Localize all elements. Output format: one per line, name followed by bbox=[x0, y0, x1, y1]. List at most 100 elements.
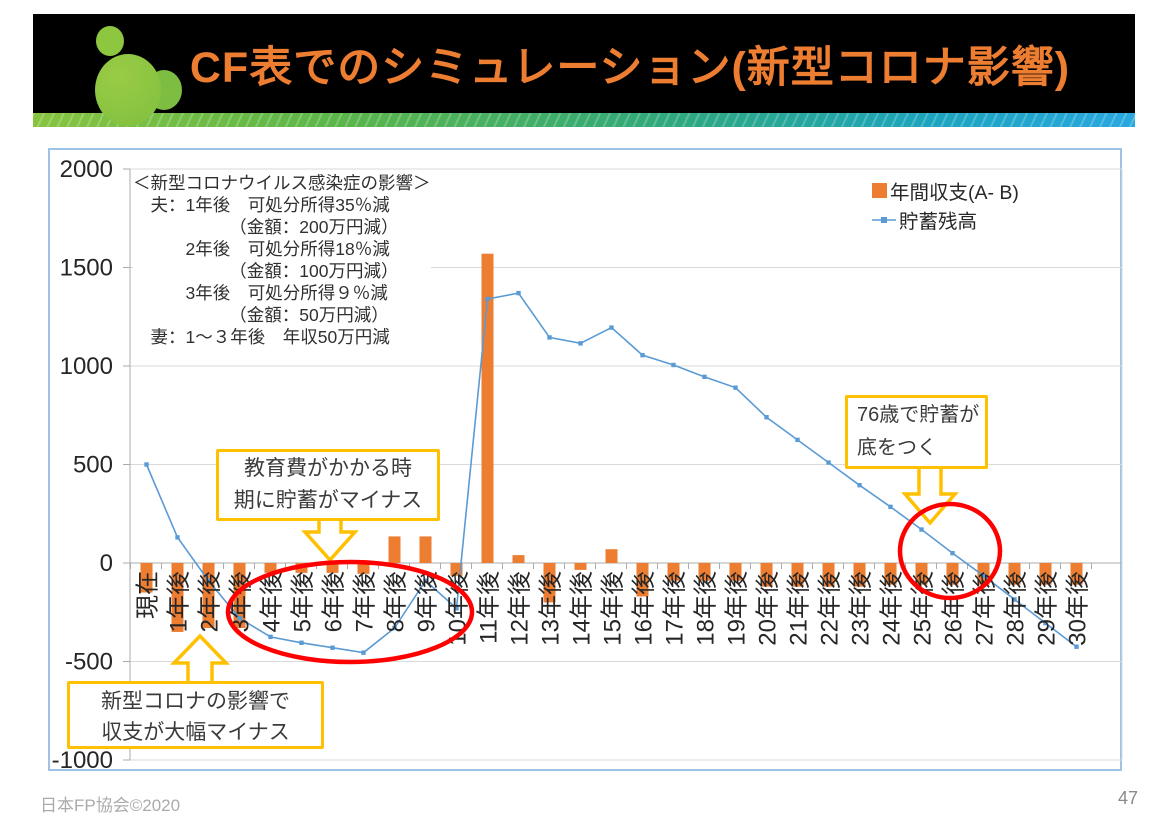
bar-6年後 bbox=[326, 563, 339, 573]
x-tick-label: 14年後 bbox=[569, 571, 596, 646]
bar-16年後 bbox=[636, 563, 649, 597]
x-tick-label: 15年後 bbox=[600, 571, 627, 646]
x-tick-label: 17年後 bbox=[662, 571, 689, 646]
callout-savings-bottom: 76歳で貯蓄が 底をつく bbox=[845, 395, 988, 469]
x-tick-label: 12年後 bbox=[507, 571, 534, 646]
bar-3年後 bbox=[233, 563, 246, 629]
x-tick-label: 5年後 bbox=[290, 571, 317, 632]
x-tick-label: 29年後 bbox=[1034, 571, 1061, 646]
line-marker-15年後 bbox=[609, 325, 614, 330]
bar-12年後 bbox=[512, 555, 525, 563]
line-marker-21年後 bbox=[795, 437, 800, 443]
highlight-circle-bottom-out bbox=[897, 501, 1003, 601]
x-tick-label: 23年後 bbox=[848, 571, 875, 646]
bar-13年後 bbox=[543, 563, 556, 603]
y-tick-label: 0 bbox=[100, 550, 113, 577]
line-marker-24年後 bbox=[888, 504, 893, 510]
x-tick-label: 13年後 bbox=[538, 571, 565, 646]
header-bar: CF表でのシミュレーション(新型コロナ影響) bbox=[33, 14, 1135, 113]
bar-29年後 bbox=[1039, 563, 1052, 585]
line-marker-14年後 bbox=[578, 341, 583, 346]
line-marker-18年後 bbox=[702, 374, 707, 380]
y-tick-label: 1500 bbox=[60, 255, 113, 282]
callout-covid-impact: 新型コロナの影響で 収支が大幅マイナス bbox=[67, 681, 324, 749]
line-marker-22年後 bbox=[826, 460, 831, 465]
x-tick-label: 1年後 bbox=[166, 571, 193, 632]
line-marker-3年後 bbox=[237, 615, 242, 621]
bar-26年後 bbox=[946, 563, 959, 585]
footer-organization: 日本FP協会©2020 bbox=[40, 796, 181, 815]
line-series-marker-icon bbox=[872, 216, 896, 223]
bar-14年後 bbox=[574, 563, 587, 570]
line-marker-28年後 bbox=[1012, 597, 1017, 602]
x-tick-label: 30年後 bbox=[1065, 571, 1092, 646]
line-marker-16年後 bbox=[640, 352, 645, 358]
line-marker-27年後 bbox=[981, 573, 986, 579]
line-marker-4年後 bbox=[268, 634, 273, 640]
highlight-ellipse-negative-savings bbox=[225, 559, 475, 665]
line-marker-7年後 bbox=[361, 650, 366, 655]
bar-24年後 bbox=[884, 563, 897, 585]
x-tick-label: 9年後 bbox=[414, 571, 441, 632]
logo-circle-icon bbox=[95, 54, 161, 126]
line-marker-25年後 bbox=[919, 527, 924, 532]
line-marker-11年後 bbox=[485, 296, 490, 302]
line-marker-5年後 bbox=[299, 640, 304, 645]
y-tick-label: 500 bbox=[73, 452, 113, 479]
bar-2年後 bbox=[202, 563, 215, 629]
bar-22年後 bbox=[822, 563, 835, 587]
bar-25年後 bbox=[915, 563, 928, 585]
x-tick-label: 20年後 bbox=[755, 571, 782, 646]
line-marker-2年後 bbox=[206, 578, 211, 583]
x-tick-label: 7年後 bbox=[352, 571, 379, 632]
legend-bar-label: 年間収支(A- B) bbox=[890, 182, 1019, 204]
line-marker-26年後 bbox=[950, 550, 955, 556]
bar-8年後 bbox=[388, 536, 401, 563]
x-tick-label: 16年後 bbox=[631, 571, 658, 646]
page-number: 47 bbox=[1118, 788, 1139, 808]
bar-4年後 bbox=[264, 563, 277, 573]
x-tick-label: 現在 bbox=[135, 571, 162, 619]
bar-1年後 bbox=[171, 563, 184, 632]
slide-title: CF表でのシミュレーション(新型コロナ影響) bbox=[189, 43, 1071, 92]
bar-series-swatch-icon bbox=[872, 183, 887, 198]
line-marker-29年後 bbox=[1043, 620, 1048, 626]
x-tick-label: 11年後 bbox=[476, 571, 503, 644]
bar-23年後 bbox=[853, 563, 866, 587]
bar-現在 bbox=[140, 563, 153, 593]
y-tick-label: -1000 bbox=[52, 747, 113, 774]
bar-19年後 bbox=[729, 563, 742, 581]
line-marker-6年後 bbox=[330, 645, 335, 650]
line-marker-30年後 bbox=[1074, 644, 1079, 649]
line-marker-1年後 bbox=[175, 535, 180, 540]
bar-15年後 bbox=[605, 549, 618, 563]
bar-7年後 bbox=[357, 563, 370, 574]
chart-legend: 年間収支(A- B) 貯蓄残高 bbox=[872, 176, 1019, 234]
legend-item-bar: 年間収支(A- B) bbox=[872, 176, 1019, 205]
line-marker-20年後 bbox=[764, 415, 769, 420]
logo-circle-icon bbox=[96, 26, 124, 56]
y-tick-label: 1000 bbox=[60, 353, 113, 380]
x-tick-label: 2年後 bbox=[197, 571, 224, 632]
bar-20年後 bbox=[760, 563, 773, 587]
line-marker-23年後 bbox=[857, 482, 862, 488]
x-tick-label: 8年後 bbox=[383, 571, 410, 632]
bar-21年後 bbox=[791, 563, 804, 587]
line-marker-9年後 bbox=[423, 578, 428, 583]
fp-association-logo-icon bbox=[40, 10, 182, 130]
legend-line-label: 貯蓄残高 bbox=[899, 211, 978, 233]
x-tick-label: 28年後 bbox=[1003, 571, 1030, 646]
bar-17年後 bbox=[667, 563, 680, 581]
x-tick-label: 6年後 bbox=[321, 571, 348, 632]
y-tick-label: 2000 bbox=[60, 156, 113, 183]
line-marker-10年後 bbox=[454, 606, 459, 611]
legend-item-line: 貯蓄残高 bbox=[872, 205, 1019, 234]
header-gradient-strip bbox=[33, 113, 1135, 127]
y-tick-label: -500 bbox=[65, 649, 113, 676]
x-tick-label: 21年後 bbox=[786, 571, 813, 646]
bar-28年後 bbox=[1008, 563, 1021, 585]
x-tick-label: 22年後 bbox=[817, 571, 844, 646]
line-marker-19年後 bbox=[733, 385, 738, 390]
bar-18年後 bbox=[698, 563, 711, 581]
